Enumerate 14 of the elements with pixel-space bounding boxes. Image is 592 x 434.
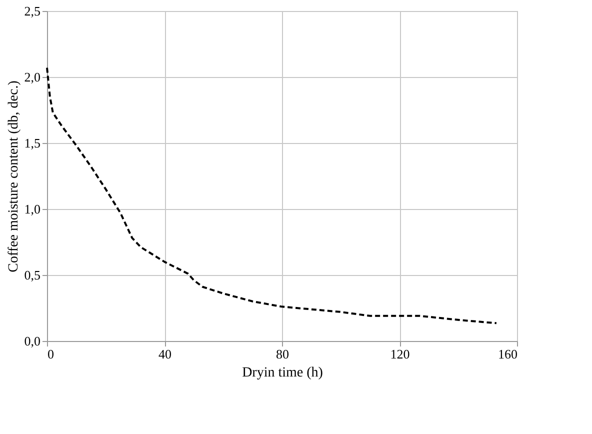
y-tick-label: 2,0 <box>24 70 40 84</box>
x-tick-label: 120 <box>390 346 410 362</box>
x-tick-label: 80 <box>276 346 289 362</box>
x-tick-label: 160 <box>498 346 518 362</box>
y-tick-label: 0,0 <box>24 334 40 348</box>
y-tick-label: 2,5 <box>24 4 40 18</box>
y-tick-label: 1,5 <box>24 136 40 150</box>
x-tick-label: 0 <box>48 346 54 362</box>
line-series <box>46 66 498 324</box>
x-tick-label: 40 <box>158 346 172 362</box>
y-tick-label: 1,0 <box>24 202 40 216</box>
x-axis-title: Dryin time (h) <box>242 366 324 380</box>
y-axis-title: Coffee moisture content (db, dec.) <box>6 80 22 272</box>
y-tick-label: 0,5 <box>24 268 40 282</box>
